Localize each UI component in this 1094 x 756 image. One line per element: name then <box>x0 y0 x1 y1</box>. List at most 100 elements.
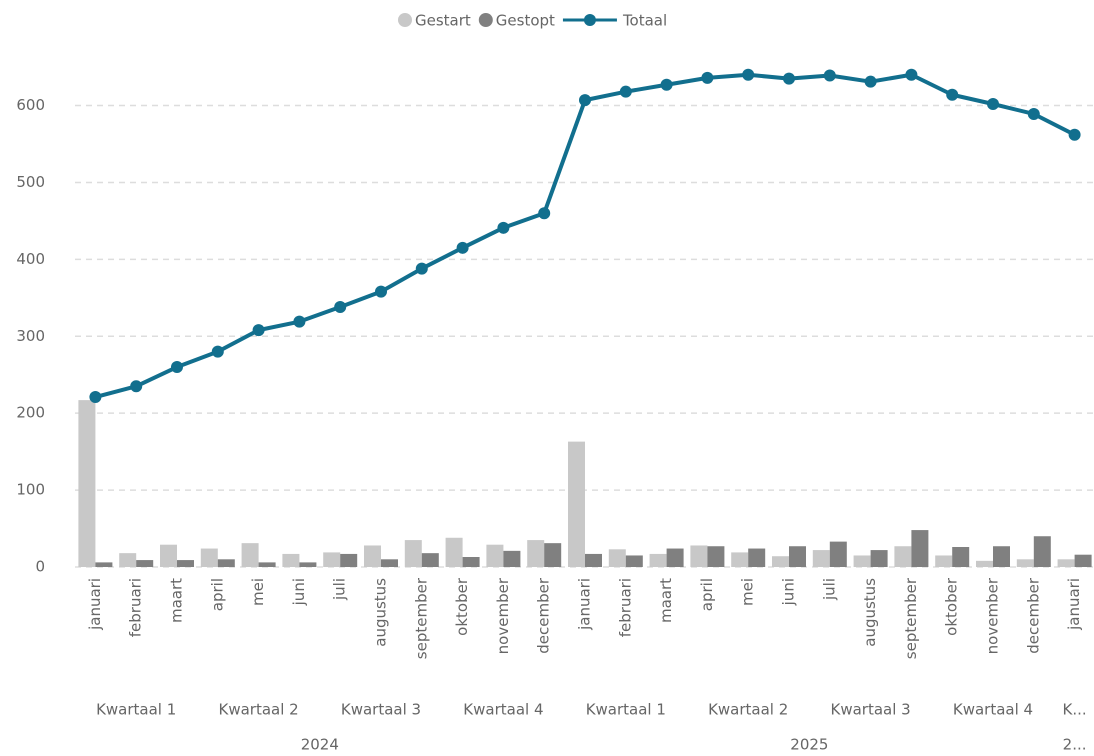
point <box>987 97 999 110</box>
quarter-label: Kwartaal 3 <box>830 701 910 719</box>
bar <box>78 400 96 567</box>
point <box>334 301 347 314</box>
legend-marker <box>583 14 596 26</box>
x-tick-label: januari <box>1065 578 1083 631</box>
x-tick-label: november <box>494 577 512 654</box>
bar <box>421 553 439 567</box>
bar <box>119 553 137 567</box>
quarter-label: Kwartaal 4 <box>953 701 1033 719</box>
quarter-label: Kwartaal 1 <box>96 701 176 719</box>
x-tick-label: juli <box>820 578 838 601</box>
bar <box>608 549 626 567</box>
year-label: 2025 <box>790 736 828 754</box>
quarter-label: Kwartaal 4 <box>463 701 543 719</box>
bar <box>462 557 480 567</box>
x-tick-label: april <box>698 578 716 611</box>
point <box>375 285 387 298</box>
bar <box>340 553 358 567</box>
bar <box>527 540 545 567</box>
point <box>701 71 714 84</box>
point <box>1068 128 1081 141</box>
bar <box>731 552 749 567</box>
bar <box>503 550 521 567</box>
bar <box>1033 536 1051 567</box>
point <box>89 391 102 404</box>
bar <box>200 548 218 567</box>
bar <box>870 550 888 567</box>
x-tick-label: juni <box>780 578 798 606</box>
x-tick-label: december <box>535 577 553 654</box>
x-tick-label: augustus <box>372 578 390 647</box>
bar <box>95 562 113 567</box>
quarter-label: K... <box>1063 701 1087 719</box>
bar <box>853 555 871 567</box>
bar <box>544 543 562 567</box>
x-tick-label: februari <box>127 578 145 637</box>
point <box>579 94 591 107</box>
point <box>783 72 795 85</box>
y-tick-label: 100 <box>16 481 45 499</box>
x-tick-label: oktober <box>943 577 961 636</box>
x-tick-label: maart <box>168 578 186 623</box>
quarter-label: Kwartaal 1 <box>586 701 666 719</box>
point <box>293 315 306 328</box>
line <box>94 72 1076 399</box>
quarter-label: Kwartaal 3 <box>341 701 421 719</box>
legend-label: Gestopt <box>496 12 555 30</box>
bar <box>894 546 912 567</box>
legend-label: Gestart <box>415 12 471 30</box>
bar <box>649 553 667 567</box>
x-tick-label: november <box>984 577 1002 654</box>
bar <box>486 544 504 567</box>
x-tick-label: juli <box>331 578 349 601</box>
point <box>619 85 632 98</box>
x-tick-label: oktober <box>453 577 471 636</box>
bar <box>993 546 1010 567</box>
bar <box>952 547 970 567</box>
point <box>130 380 143 393</box>
bar <box>381 559 398 567</box>
bar <box>1074 554 1092 567</box>
point <box>660 78 673 91</box>
bar <box>625 555 643 567</box>
bar <box>666 548 684 567</box>
bar <box>789 546 806 567</box>
point <box>497 221 510 234</box>
quarter-label: Kwartaal 2 <box>218 701 298 719</box>
bar <box>976 560 993 567</box>
bar <box>136 560 154 567</box>
x-tick-label: januari <box>86 578 104 631</box>
bar <box>241 543 259 567</box>
x-tick-label: mei <box>249 578 267 606</box>
year-label: 2024 <box>301 736 339 754</box>
point <box>864 75 877 88</box>
bar <box>585 553 602 567</box>
point <box>171 361 183 374</box>
y-tick-label: 0 <box>35 558 45 576</box>
x-tick-label: augustus <box>861 578 879 647</box>
bar <box>772 556 789 567</box>
y-tick-label: 300 <box>16 327 45 345</box>
bar <box>829 541 847 567</box>
x-tick-label: april <box>208 578 226 611</box>
bar <box>323 552 341 567</box>
x-tick-label: september <box>902 577 920 659</box>
bar <box>177 560 194 567</box>
y-tick-label: 600 <box>16 96 45 114</box>
point <box>456 241 469 254</box>
point <box>742 68 755 81</box>
bar <box>258 562 276 567</box>
x-tick-label: december <box>1024 577 1042 654</box>
bar <box>160 544 177 567</box>
point <box>211 345 224 358</box>
point <box>823 69 836 82</box>
bar <box>935 555 953 567</box>
legend-label: Totaal <box>622 12 667 30</box>
x-tick-label: maart <box>657 578 675 623</box>
x-tick-label: januari <box>576 578 594 631</box>
x-tick-label: mei <box>739 578 757 606</box>
bar <box>1057 559 1075 567</box>
quarter-label: Kwartaal 2 <box>708 701 788 719</box>
